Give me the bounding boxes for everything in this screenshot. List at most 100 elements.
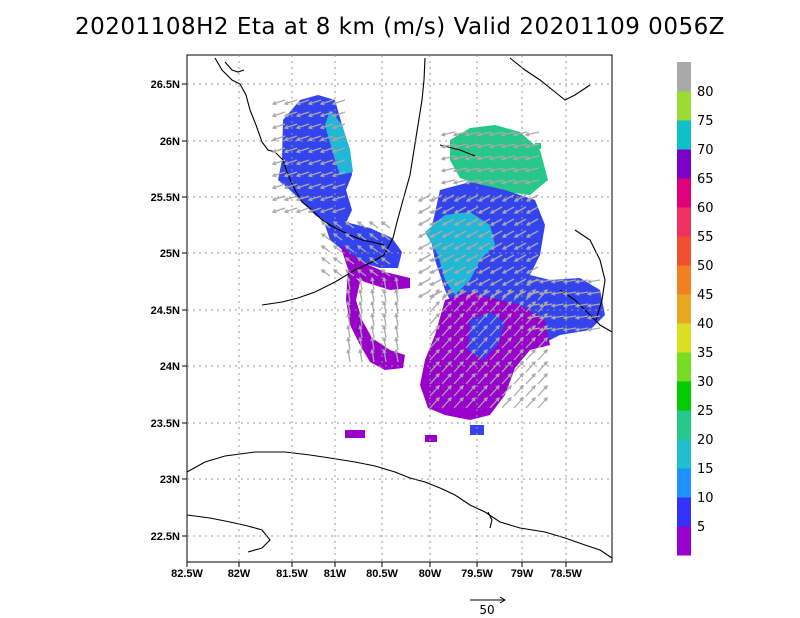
wind-arrow-head bbox=[307, 124, 313, 130]
wind-arrow bbox=[489, 337, 500, 349]
wind-arrow bbox=[587, 291, 601, 295]
wind-arrow bbox=[551, 327, 565, 331]
wind-arrow bbox=[489, 143, 504, 148]
wind-arrow bbox=[454, 242, 467, 250]
wind-arrow-head bbox=[507, 288, 512, 294]
wind-arrow-head bbox=[488, 168, 494, 173]
wind-arrow bbox=[513, 301, 524, 313]
wind-arrow-head bbox=[370, 324, 375, 330]
wind-arrow bbox=[371, 277, 375, 291]
wind-arrow bbox=[537, 349, 548, 361]
wind-arrow bbox=[347, 313, 351, 327]
wind-arrow bbox=[526, 206, 539, 214]
wind-arrow-head bbox=[394, 336, 399, 342]
wind-arrow bbox=[320, 111, 334, 117]
wind-arrow-head bbox=[477, 269, 483, 274]
wind-arrow-head bbox=[319, 172, 325, 178]
lon-label: 82.5W bbox=[171, 568, 203, 580]
wind-arrow-head bbox=[489, 197, 495, 202]
wind-arrow-head bbox=[489, 269, 495, 274]
wind-arrow-head bbox=[435, 384, 440, 390]
wind-arrow-head bbox=[524, 132, 530, 137]
wind-arrow-head bbox=[550, 303, 556, 308]
wind-arrow bbox=[395, 325, 399, 339]
wind-arrow bbox=[395, 349, 399, 363]
wind-arrow bbox=[453, 349, 464, 361]
wind-arrow bbox=[383, 289, 387, 303]
wind-arrow bbox=[441, 337, 452, 349]
map-frame bbox=[186, 54, 613, 563]
wind-arrow-head bbox=[283, 100, 289, 106]
wind-arrow bbox=[537, 301, 548, 313]
wind-arrow bbox=[369, 269, 379, 277]
wind-arrow-head bbox=[489, 209, 495, 214]
wind-arrow bbox=[490, 230, 503, 238]
wind-arrow bbox=[525, 143, 540, 148]
colorbar-label: 20 bbox=[697, 433, 714, 448]
wind-arrow-head bbox=[358, 348, 363, 354]
wind-arrow bbox=[308, 171, 322, 177]
wind-arrow-head bbox=[519, 396, 524, 402]
wind-arrow bbox=[272, 147, 286, 153]
wind-arrow bbox=[430, 230, 443, 238]
colorbar-label: 55 bbox=[697, 230, 714, 245]
wind-arrow-head bbox=[524, 168, 530, 173]
wind-arrow bbox=[465, 313, 476, 325]
wind-arrow-head bbox=[459, 360, 464, 366]
wind-arrow bbox=[453, 301, 464, 313]
wind-arrow-head bbox=[344, 233, 350, 238]
wind-arrow-head bbox=[500, 132, 506, 137]
wind-arrow-head bbox=[550, 315, 556, 320]
wind-arrow bbox=[466, 194, 479, 202]
wind-arrow-head bbox=[507, 300, 512, 306]
patch-4 bbox=[535, 143, 541, 149]
wind-arrow bbox=[320, 183, 334, 189]
wind-arrow bbox=[441, 301, 452, 313]
wind-arrow-head bbox=[586, 303, 592, 308]
wind-arrow-head bbox=[500, 168, 506, 173]
wind-arrow-head bbox=[525, 257, 531, 262]
wind-arrow-head bbox=[417, 245, 423, 250]
wind-arrow bbox=[454, 206, 467, 214]
wind-arrow bbox=[525, 301, 536, 313]
wind-arrow bbox=[477, 301, 488, 313]
wind-arrow bbox=[442, 230, 455, 238]
wind-arrow bbox=[537, 325, 548, 337]
wind-arrow bbox=[501, 131, 516, 136]
wind-arrow bbox=[526, 266, 539, 274]
wind-arrow-head bbox=[586, 291, 592, 296]
wind-arrow-head bbox=[441, 209, 447, 214]
wind-arrow bbox=[477, 179, 492, 184]
wind-arrow-head bbox=[507, 336, 512, 342]
wind-arrow bbox=[489, 325, 500, 337]
wind-arrow bbox=[284, 111, 298, 117]
wind-arrow bbox=[308, 111, 322, 117]
colorbar-label: 25 bbox=[697, 404, 714, 419]
wind-arrow bbox=[371, 349, 375, 363]
wind-arrow bbox=[284, 123, 298, 129]
wind-arrow-head bbox=[435, 312, 440, 318]
wind-arrow-head bbox=[489, 281, 495, 286]
wind-arrow-head bbox=[447, 360, 452, 366]
wind-arrow-head bbox=[550, 279, 556, 284]
wind-arrow bbox=[369, 221, 379, 229]
wind-arrow-head bbox=[358, 336, 363, 342]
wind-arrow-head bbox=[586, 315, 592, 320]
wind-arrow-head bbox=[453, 197, 459, 202]
wind-arrow bbox=[418, 266, 431, 274]
wind-arrow-head bbox=[356, 233, 362, 238]
wind-arrow bbox=[465, 397, 476, 409]
wind-arrow-head bbox=[476, 168, 482, 173]
colorbar-label: 70 bbox=[697, 143, 714, 158]
colorbar-swatch bbox=[677, 149, 691, 179]
colorbar-swatch bbox=[677, 207, 691, 237]
wind-arrow-head bbox=[346, 336, 351, 342]
wind-arrow-head bbox=[543, 336, 548, 342]
colorbar-label: 15 bbox=[697, 462, 714, 477]
wind-arrow bbox=[284, 159, 298, 165]
wind-arrow bbox=[441, 325, 452, 337]
wind-arrow bbox=[347, 301, 351, 315]
wind-arrow bbox=[418, 290, 431, 298]
wind-arrow bbox=[296, 111, 310, 117]
colorbar-label: 80 bbox=[697, 85, 714, 100]
